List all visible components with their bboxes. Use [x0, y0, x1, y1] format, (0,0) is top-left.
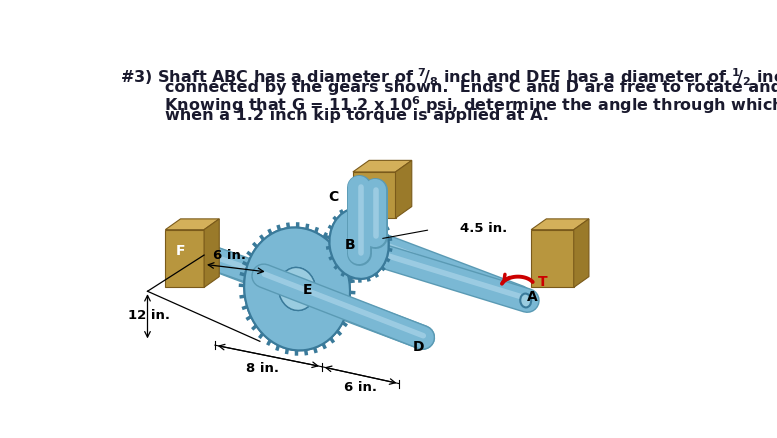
Polygon shape — [343, 322, 347, 326]
Polygon shape — [388, 239, 392, 240]
Polygon shape — [331, 338, 333, 343]
Ellipse shape — [329, 208, 388, 279]
Polygon shape — [342, 273, 343, 276]
Text: connected by the gears shown.  Ends C and D are free to rotate and end F is fixe: connected by the gears shown. Ends C and… — [120, 80, 777, 95]
Text: T: T — [538, 275, 548, 289]
Polygon shape — [531, 230, 573, 287]
Polygon shape — [349, 206, 350, 209]
Ellipse shape — [521, 293, 531, 307]
Polygon shape — [375, 211, 376, 214]
Text: 12 in.: 12 in. — [128, 309, 170, 322]
Polygon shape — [368, 278, 369, 281]
Polygon shape — [267, 340, 270, 345]
Ellipse shape — [349, 231, 369, 256]
Polygon shape — [353, 160, 412, 172]
Polygon shape — [166, 230, 204, 287]
Polygon shape — [350, 277, 351, 281]
Polygon shape — [260, 235, 263, 240]
Polygon shape — [338, 248, 342, 252]
Polygon shape — [573, 219, 589, 287]
Polygon shape — [382, 267, 385, 270]
Ellipse shape — [329, 208, 388, 279]
Polygon shape — [242, 262, 248, 265]
Polygon shape — [326, 247, 330, 248]
Polygon shape — [260, 334, 263, 338]
Text: D: D — [413, 340, 424, 354]
Polygon shape — [343, 258, 348, 261]
Text: 8 in.: 8 in. — [246, 362, 279, 375]
Text: C: C — [329, 191, 339, 204]
Polygon shape — [367, 206, 368, 210]
Polygon shape — [315, 348, 316, 353]
Polygon shape — [329, 226, 332, 228]
Ellipse shape — [244, 227, 350, 350]
Polygon shape — [353, 172, 395, 218]
Text: E: E — [303, 283, 312, 297]
Text: F: F — [176, 244, 186, 258]
Polygon shape — [349, 303, 354, 304]
Polygon shape — [376, 274, 378, 277]
Ellipse shape — [279, 268, 315, 311]
Polygon shape — [329, 257, 333, 259]
Polygon shape — [269, 229, 271, 234]
Text: #3) Shaft ABC has a diameter of $\mathbf{^7\!/_8}$ inch and DEF has a diameter o: #3) Shaft ABC has a diameter of $\mathbf… — [120, 67, 777, 88]
Text: 6 in.: 6 in. — [214, 249, 246, 262]
Ellipse shape — [279, 268, 315, 311]
Polygon shape — [350, 281, 354, 282]
Polygon shape — [381, 219, 384, 221]
Polygon shape — [395, 160, 412, 218]
Polygon shape — [166, 219, 219, 230]
Polygon shape — [239, 296, 245, 297]
Polygon shape — [246, 317, 251, 319]
Polygon shape — [242, 307, 247, 308]
Polygon shape — [278, 225, 280, 230]
Polygon shape — [204, 219, 219, 287]
Polygon shape — [337, 331, 341, 335]
Text: A: A — [528, 290, 538, 304]
Polygon shape — [247, 252, 252, 255]
Polygon shape — [333, 217, 336, 220]
Polygon shape — [240, 273, 245, 275]
Ellipse shape — [349, 231, 369, 256]
Polygon shape — [385, 228, 389, 230]
Text: B: B — [344, 238, 355, 252]
Polygon shape — [340, 210, 343, 213]
Ellipse shape — [417, 331, 428, 344]
Text: 4.5 in.: 4.5 in. — [460, 222, 507, 235]
Polygon shape — [277, 346, 278, 350]
Polygon shape — [307, 224, 308, 229]
Polygon shape — [335, 266, 337, 268]
Ellipse shape — [244, 227, 350, 350]
Polygon shape — [315, 227, 317, 233]
Polygon shape — [324, 233, 326, 237]
Polygon shape — [253, 243, 257, 247]
Polygon shape — [347, 269, 352, 271]
Text: Knowing that G = 11.2 x 10$\mathbf{^6}$ psi, determine the angle through which e: Knowing that G = 11.2 x 10$\mathbf{^6}$ … — [120, 94, 777, 116]
Polygon shape — [386, 259, 389, 261]
Polygon shape — [332, 240, 335, 244]
Polygon shape — [323, 344, 326, 349]
Text: when a 1.2 inch kip torque is applied at A.: when a 1.2 inch kip torque is applied at… — [120, 108, 549, 123]
Text: 6 in.: 6 in. — [343, 381, 377, 394]
Polygon shape — [347, 313, 351, 315]
Polygon shape — [253, 326, 256, 329]
Polygon shape — [531, 219, 589, 230]
